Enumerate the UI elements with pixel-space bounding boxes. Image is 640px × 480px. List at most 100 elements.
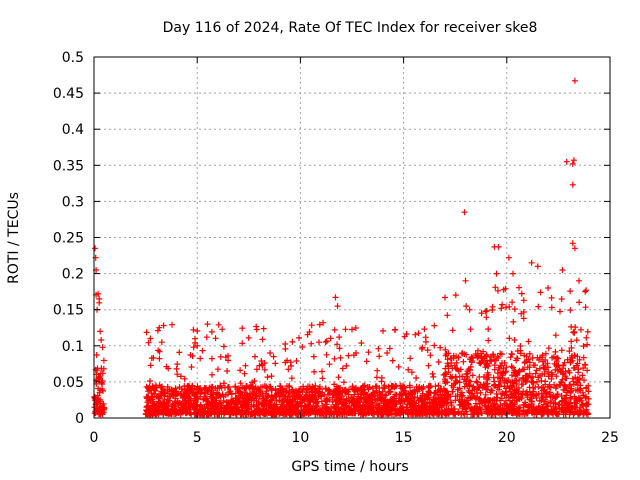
data-point — [471, 409, 478, 416]
data-point — [524, 364, 531, 371]
data-point — [272, 403, 279, 410]
data-point — [465, 387, 472, 394]
data-point — [407, 404, 414, 411]
data-point — [331, 326, 338, 333]
data-point — [309, 388, 316, 395]
data-point — [347, 410, 354, 417]
data-point — [201, 390, 208, 396]
x-tick-label: 5 — [193, 430, 202, 446]
data-point — [217, 382, 224, 389]
data-point — [585, 410, 591, 417]
data-point — [494, 353, 501, 360]
data-point — [222, 392, 229, 398]
data-point — [258, 358, 265, 364]
data-point — [529, 373, 536, 380]
data-point — [208, 355, 215, 362]
data-point — [333, 396, 340, 403]
data-point — [511, 377, 518, 384]
data-point — [293, 358, 300, 364]
data-point — [247, 393, 254, 400]
data-point — [171, 400, 178, 407]
data-point — [584, 367, 591, 374]
data-point — [378, 391, 385, 398]
data-point — [156, 408, 163, 415]
data-point — [481, 399, 488, 405]
data-point — [449, 373, 456, 380]
data-point — [354, 399, 360, 406]
data-point — [382, 392, 388, 399]
data-point — [225, 400, 232, 407]
data-point — [248, 403, 255, 410]
data-point — [340, 396, 347, 403]
data-point — [574, 387, 581, 394]
data-point — [195, 395, 202, 402]
data-point — [92, 245, 98, 252]
data-point — [449, 327, 456, 334]
data-point — [559, 397, 566, 404]
data-point — [505, 377, 512, 383]
data-point — [464, 373, 471, 380]
data-point — [282, 393, 289, 400]
data-point — [489, 307, 496, 313]
data-point — [545, 410, 552, 416]
data-point — [179, 395, 186, 401]
data-point — [455, 354, 462, 361]
data-point — [174, 371, 181, 378]
data-point — [496, 364, 503, 371]
data-point — [522, 399, 529, 406]
data-point — [520, 315, 527, 322]
data-point — [282, 407, 289, 414]
data-point — [190, 344, 197, 351]
data-point — [514, 348, 521, 354]
data-point — [374, 367, 381, 374]
data-point — [539, 358, 546, 365]
data-point — [500, 369, 506, 376]
data-point — [580, 343, 587, 350]
data-point — [241, 385, 248, 392]
data-point — [261, 383, 268, 390]
data-point — [529, 410, 536, 417]
data-point — [538, 377, 545, 384]
data-point — [259, 362, 266, 369]
data-point — [366, 409, 373, 416]
data-point — [579, 372, 586, 379]
data-point — [150, 398, 157, 405]
data-point — [239, 340, 246, 347]
data-point — [361, 386, 368, 393]
data-point — [424, 407, 431, 413]
data-point — [503, 304, 509, 311]
data-point — [585, 388, 592, 395]
data-point — [228, 391, 235, 397]
x-axis-label: GPS time / hours — [291, 459, 408, 475]
data-point — [486, 410, 493, 417]
data-point — [100, 404, 107, 411]
data-point — [143, 404, 150, 411]
data-point — [463, 303, 470, 310]
data-point — [391, 393, 397, 400]
data-point — [243, 400, 250, 407]
x-tick-label: 20 — [498, 430, 516, 446]
data-point — [542, 350, 549, 357]
data-point — [516, 396, 523, 403]
data-point — [95, 290, 102, 297]
data-point — [561, 359, 568, 366]
data-point — [432, 398, 439, 405]
data-point — [442, 352, 449, 359]
data-point — [199, 347, 206, 354]
data-point — [360, 411, 367, 418]
data-point — [445, 391, 452, 398]
data-point — [212, 335, 219, 342]
data-point — [442, 370, 449, 377]
data-point — [435, 382, 442, 389]
data-point — [376, 402, 383, 409]
data-point — [343, 402, 350, 409]
data-point — [502, 388, 509, 395]
data-point — [558, 378, 565, 385]
data-point — [361, 396, 368, 403]
data-point — [442, 378, 449, 384]
data-point — [272, 360, 279, 367]
data-point — [520, 402, 527, 409]
x-tick-label: 0 — [90, 430, 99, 446]
data-point — [489, 387, 496, 394]
y-axis-label: ROTI / TECUs — [6, 192, 22, 284]
